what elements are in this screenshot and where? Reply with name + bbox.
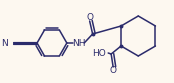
Text: HO: HO — [92, 48, 106, 58]
Text: N: N — [2, 39, 8, 47]
Text: O: O — [110, 66, 117, 75]
Text: O: O — [86, 13, 93, 22]
Text: NH: NH — [72, 39, 85, 47]
